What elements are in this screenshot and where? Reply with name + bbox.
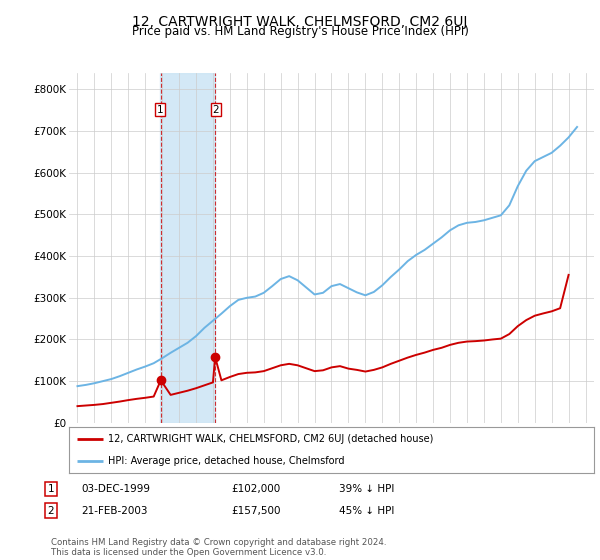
- Text: 39% ↓ HPI: 39% ↓ HPI: [339, 484, 394, 494]
- Text: 12, CARTWRIGHT WALK, CHELMSFORD, CM2 6UJ (detached house): 12, CARTWRIGHT WALK, CHELMSFORD, CM2 6UJ…: [109, 434, 434, 444]
- Text: 1: 1: [47, 484, 55, 494]
- Text: £102,000: £102,000: [231, 484, 280, 494]
- Text: 2: 2: [47, 506, 55, 516]
- Text: 2: 2: [212, 105, 220, 115]
- Text: HPI: Average price, detached house, Chelmsford: HPI: Average price, detached house, Chel…: [109, 456, 345, 466]
- Text: Contains HM Land Registry data © Crown copyright and database right 2024.
This d: Contains HM Land Registry data © Crown c…: [51, 538, 386, 557]
- Text: 1: 1: [157, 105, 163, 115]
- Text: 03-DEC-1999: 03-DEC-1999: [81, 484, 150, 494]
- Text: 45% ↓ HPI: 45% ↓ HPI: [339, 506, 394, 516]
- Text: Price paid vs. HM Land Registry's House Price Index (HPI): Price paid vs. HM Land Registry's House …: [131, 25, 469, 38]
- Text: 12, CARTWRIGHT WALK, CHELMSFORD, CM2 6UJ: 12, CARTWRIGHT WALK, CHELMSFORD, CM2 6UJ: [133, 15, 467, 29]
- Text: £157,500: £157,500: [231, 506, 281, 516]
- Bar: [160, 73, 215, 423]
- Text: 21-FEB-2003: 21-FEB-2003: [81, 506, 148, 516]
